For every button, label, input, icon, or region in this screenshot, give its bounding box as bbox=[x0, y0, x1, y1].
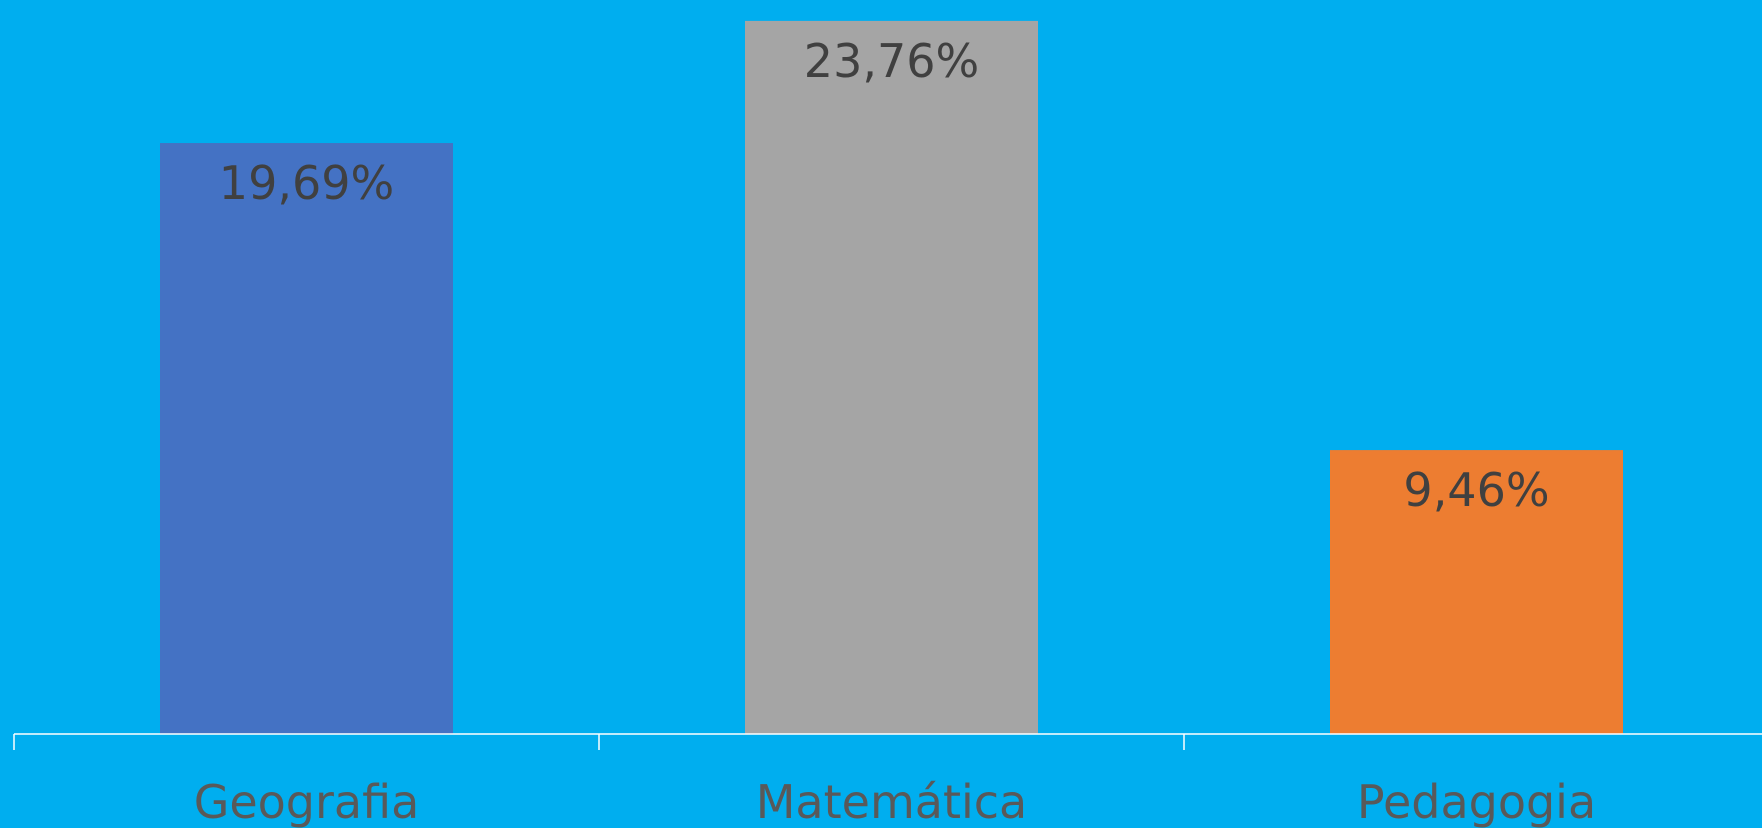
data-label: 9,46% bbox=[1403, 463, 1549, 517]
labels-group: 19,69% Geografia 23,76% Matemática 9,46% Peda… bbox=[194, 34, 1596, 828]
x-axis bbox=[13, 733, 1762, 750]
data-label: 19,69% bbox=[219, 156, 394, 210]
bar-pedagogia bbox=[1330, 450, 1623, 734]
x-tick-label: Pedagogia bbox=[1357, 775, 1596, 828]
data-label: 23,76% bbox=[804, 34, 979, 88]
x-tick-label: Matemática bbox=[756, 775, 1028, 828]
bars-group bbox=[160, 20, 1623, 734]
bar-matematica bbox=[745, 20, 1038, 734]
bar-geografia bbox=[160, 143, 453, 734]
x-tick-label: Geografia bbox=[194, 775, 420, 828]
